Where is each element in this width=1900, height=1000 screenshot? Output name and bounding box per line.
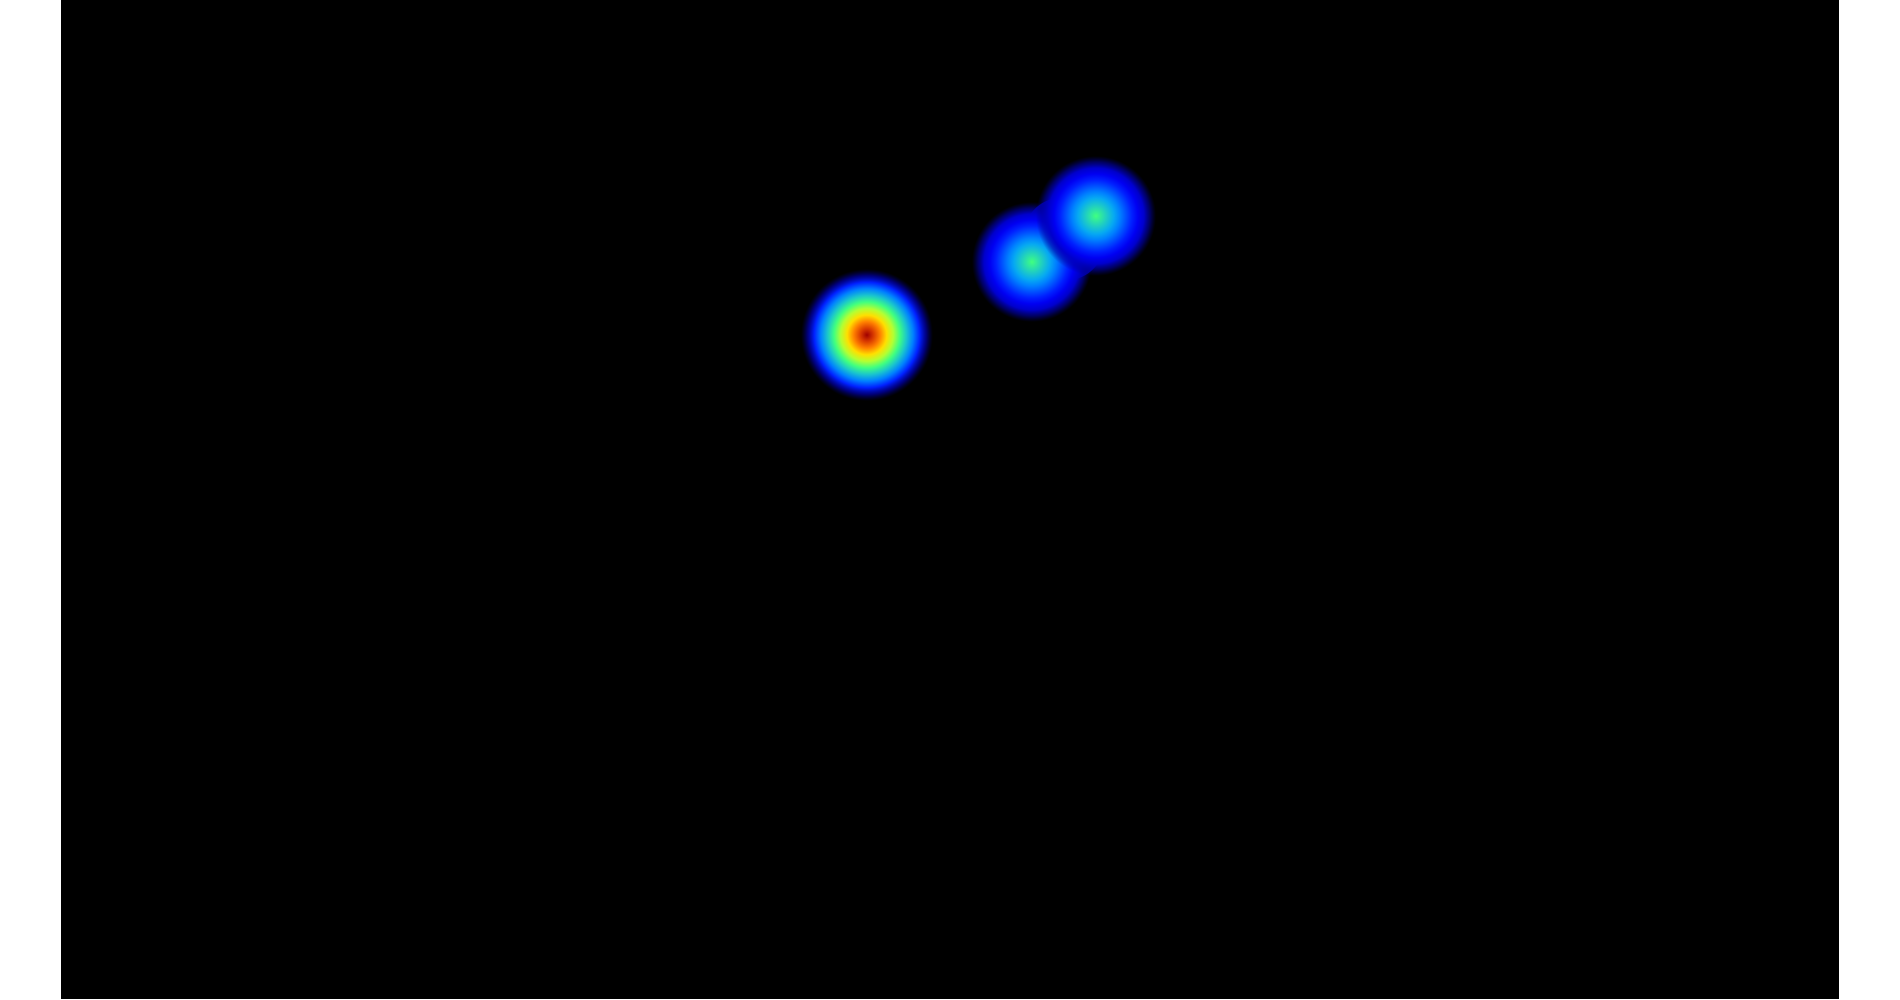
heatmap-canvas <box>61 0 1839 999</box>
hotspot-layer <box>801 156 1156 401</box>
hotspot-pair-right <box>1036 156 1156 276</box>
heatmap-svg <box>61 0 1839 999</box>
heatmap-background <box>61 0 1839 999</box>
hotspot-single <box>801 269 933 401</box>
